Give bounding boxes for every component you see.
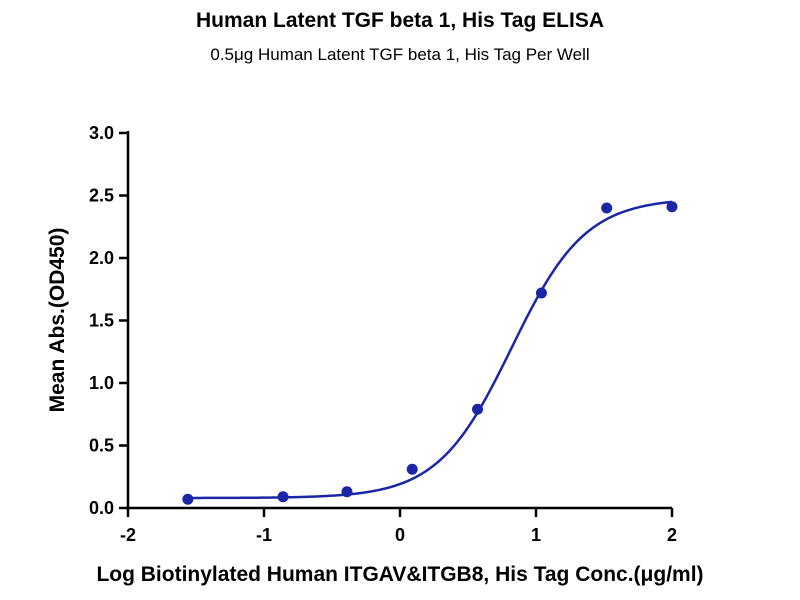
y-axis-ticks: 0.0 0.5 1.0 1.5 2.0 2.5 3.0	[89, 123, 128, 518]
data-point	[601, 202, 613, 214]
x-tick-label: -1	[256, 525, 272, 545]
data-point	[341, 486, 353, 498]
x-tick-label: -2	[120, 525, 136, 545]
y-tick-label: 0.5	[89, 436, 114, 456]
data-point	[535, 287, 547, 299]
data-point	[666, 201, 678, 213]
y-tick-label: 2.5	[89, 186, 114, 206]
y-tick-label: 1.0	[89, 373, 114, 393]
data-point	[472, 403, 484, 415]
y-axis-label: Mean Abs.(OD450)	[46, 228, 69, 413]
data-point	[277, 491, 289, 503]
y-tick-label: 1.5	[89, 311, 114, 331]
chart-title: Human Latent TGF beta 1, His Tag ELISA	[196, 9, 604, 32]
data-points	[182, 201, 678, 505]
fit-curve	[187, 200, 673, 500]
x-tick-label: 1	[531, 525, 541, 545]
x-tick-label: 0	[395, 525, 405, 545]
y-tick-label: 2.0	[89, 248, 114, 268]
data-point	[406, 463, 418, 475]
x-axis-ticks: -2 -1 0 1 2	[120, 508, 677, 545]
data-point	[182, 493, 194, 505]
chart-subtitle: 0.5μg Human Latent TGF beta 1, His Tag P…	[210, 45, 589, 64]
y-tick-label: 3.0	[89, 123, 114, 143]
x-tick-label: 2	[667, 525, 677, 545]
x-axis-label: Log Biotinylated Human ITGAV&ITGB8, His …	[96, 563, 703, 586]
y-tick-label: 0.0	[89, 498, 114, 518]
